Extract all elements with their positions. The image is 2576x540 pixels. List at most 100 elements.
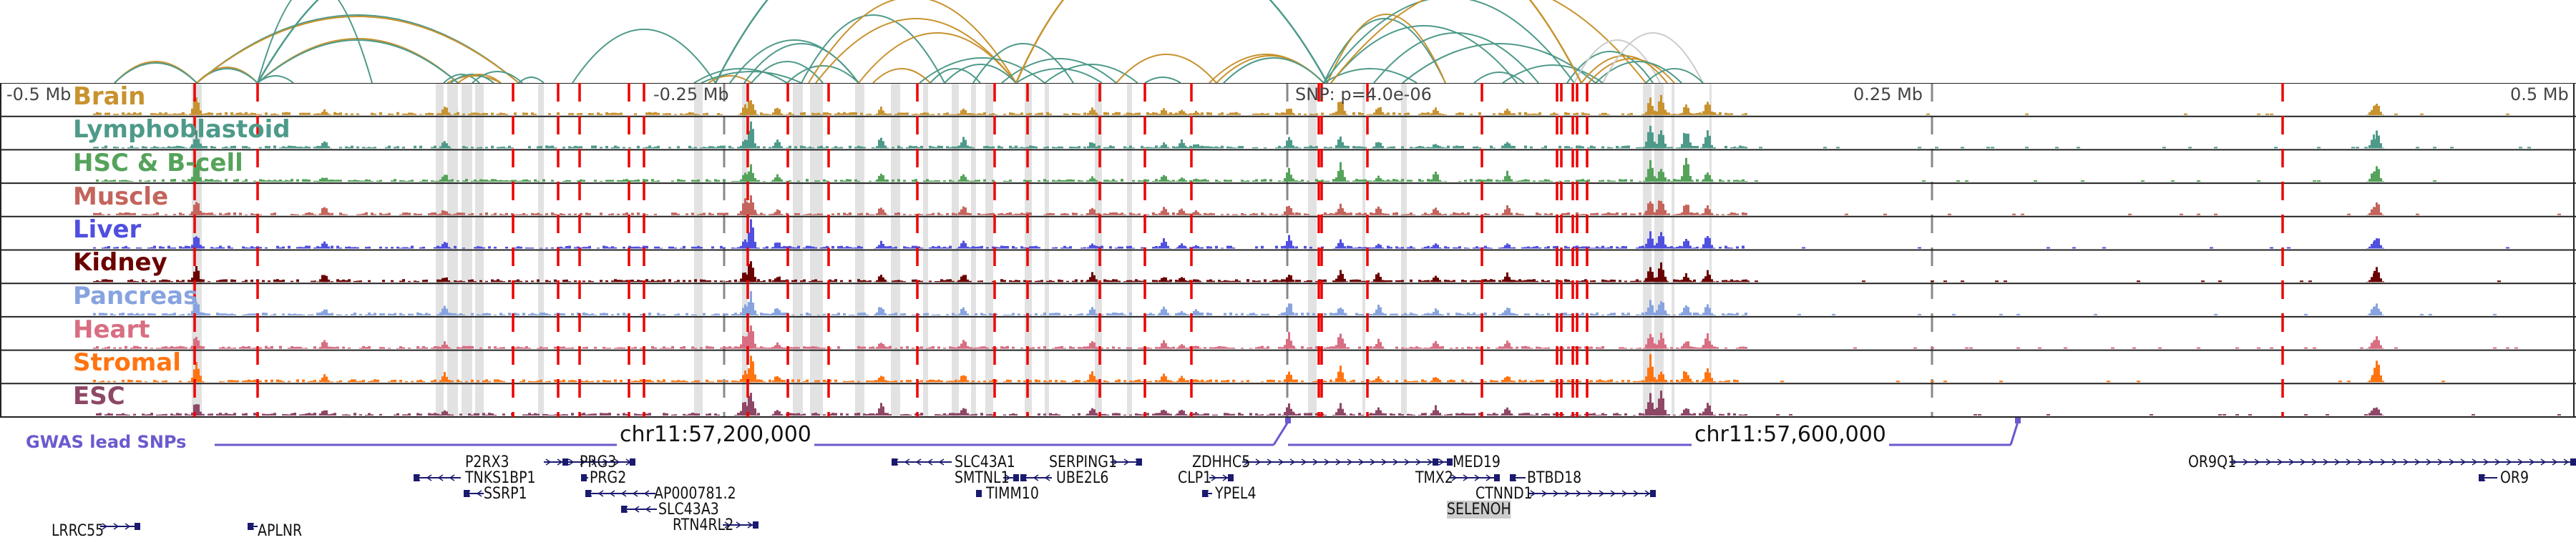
gene-exon: [1494, 474, 1500, 481]
signal-peak: [1654, 94, 1669, 115]
signal-baseline: [93, 145, 2531, 149]
chromatin-loop-arc: [196, 16, 519, 84]
signal-peak: [1085, 307, 1100, 315]
chromatin-loop-arc: [257, 39, 459, 84]
signal-peak: [1333, 136, 1348, 149]
gene-label-smtnl1[interactable]: SMTNL1: [955, 469, 1010, 487]
chromatin-loop-arc: [1323, 0, 1575, 84]
signal-peak: [1189, 144, 1204, 149]
chromatin-loop-arc: [919, 57, 1045, 84]
chromatin-loop-arc: [1588, 58, 1675, 84]
signal-peak: [1428, 172, 1443, 182]
gene-label-ypel4[interactable]: YPEL4: [1215, 485, 1257, 503]
strand-arrow-icon: [1610, 490, 1616, 497]
gene-label-timm10[interactable]: TIMM10: [986, 485, 1039, 503]
signal-peak: [1700, 236, 1715, 249]
signal-peak: [956, 240, 971, 249]
gene-label-or9[interactable]: OR9: [2500, 469, 2529, 487]
signal-peak: [189, 130, 204, 149]
chromatin-loop-arc: [450, 74, 494, 84]
signal-peak: [770, 107, 785, 115]
signal-peak: [956, 307, 971, 315]
strand-arrow-icon: [1404, 458, 1410, 466]
signal-peak: [1654, 130, 1669, 149]
axis-label-plus-0-5mb: 0.5 Mb: [2510, 84, 2569, 104]
gene-label-zdhhc5[interactable]: ZDHHC5: [1192, 453, 1251, 471]
strand-arrow-icon: [1530, 490, 1536, 497]
strand-arrow-icon: [1324, 458, 1330, 466]
signal-baseline: [93, 112, 2509, 115]
gwas-connector: [1272, 421, 1289, 446]
chromatin-loop-arc: [447, 75, 502, 84]
gene-exon: [2479, 474, 2484, 481]
gene-label-prg3[interactable]: PRG3: [580, 453, 617, 471]
gene-label-btbd18[interactable]: BTBD18: [1527, 469, 1582, 487]
track-label-muscle: Muscle: [73, 182, 169, 211]
strand-arrow-icon: [2540, 458, 2547, 466]
signal-peak: [2369, 267, 2384, 283]
gene-label-prg2[interactable]: PRG2: [590, 469, 627, 487]
signal-peak: [770, 242, 785, 249]
gene-label-clp1[interactable]: CLP1: [1178, 469, 1212, 487]
track-esc: [96, 391, 2561, 416]
strand-arrow-icon: [1485, 474, 1492, 481]
signal-peak: [1654, 200, 1669, 215]
gene-label-lrrc55[interactable]: LRRC55: [52, 522, 104, 540]
track-label-heart: Heart: [73, 315, 150, 344]
gene-label-aplnr[interactable]: APLNR: [258, 522, 303, 540]
signal-peak: [1500, 142, 1515, 149]
signal-peak: [1679, 273, 1694, 283]
signal-baseline: [93, 345, 2518, 349]
signal-peak: [874, 375, 889, 383]
signal-peak: [1500, 376, 1515, 383]
gene-label-slc43a3[interactable]: SLC43A3: [658, 501, 719, 519]
strand-arrow-icon: [2231, 458, 2238, 466]
signal-peak: [1700, 172, 1715, 182]
gene-label-slc43a1[interactable]: SLC43A1: [955, 453, 1015, 471]
strand-arrow-icon: [736, 521, 742, 529]
gene-label-ap000781-2[interactable]: AP000781.2: [654, 485, 736, 503]
strand-arrow-icon: [1335, 458, 1342, 466]
signal-peak: [1643, 354, 1658, 383]
gene-label-ctnnd1[interactable]: CTNND1: [1475, 485, 1533, 503]
strand-arrow-icon: [1033, 474, 1039, 481]
gene-label-tnks1bp1[interactable]: TNKS1BP1: [465, 469, 536, 487]
strand-arrow-icon: [1621, 490, 1628, 497]
signal-peak: [1156, 409, 1171, 416]
gene-exon: [464, 490, 469, 497]
chromatin-loop-arc: [1327, 14, 1446, 84]
signal-peak: [1679, 205, 1694, 215]
signal-peak: [1174, 409, 1189, 416]
strand-arrow-icon: [1587, 490, 1594, 497]
gene-exon: [753, 521, 758, 529]
gene-label-serping1[interactable]: SERPING1: [1049, 453, 1117, 471]
strand-arrow-icon: [125, 523, 131, 530]
signal-peak: [1643, 333, 1658, 349]
gwas-snp-marker: [1285, 418, 1291, 423]
strand-arrow-icon: [1255, 458, 1262, 466]
signal-peak: [1371, 407, 1386, 416]
signal-peak: [1679, 157, 1694, 182]
signal-peak: [189, 404, 204, 416]
signal-peak: [1189, 210, 1204, 215]
gene-exon: [1650, 490, 1656, 497]
chromatin-loop-arc: [1566, 51, 1654, 84]
signal-peak: [770, 342, 785, 349]
gene-exon: [585, 490, 591, 497]
signal-peak: [1371, 142, 1386, 149]
track-label-kidney: Kidney: [73, 248, 167, 277]
gene-label-rtn4rl2[interactable]: RTN4RL2: [673, 516, 734, 534]
gene-label-selenoh[interactable]: SELENOH: [1447, 501, 1511, 519]
gene-label-ssrp1[interactable]: SSRP1: [484, 485, 527, 503]
gene-label-ube2l6[interactable]: UBE2L6: [1056, 469, 1109, 487]
signal-peak: [1333, 270, 1348, 283]
gene-label-med19[interactable]: MED19: [1453, 453, 1501, 471]
axis-label-plus-0-25mb: 0.25 Mb: [1853, 84, 1923, 104]
gene-label-p2rx3[interactable]: P2RX3: [465, 453, 509, 471]
signal-peak: [1085, 272, 1100, 283]
strand-arrow-icon: [904, 458, 910, 466]
gene-label-tmx2[interactable]: TMX2: [1415, 469, 1453, 487]
strand-arrow-icon: [1451, 474, 1458, 481]
chromatin-loop-arc: [714, 0, 769, 84]
gene-label-or9q1[interactable]: OR9Q1: [2188, 453, 2237, 471]
